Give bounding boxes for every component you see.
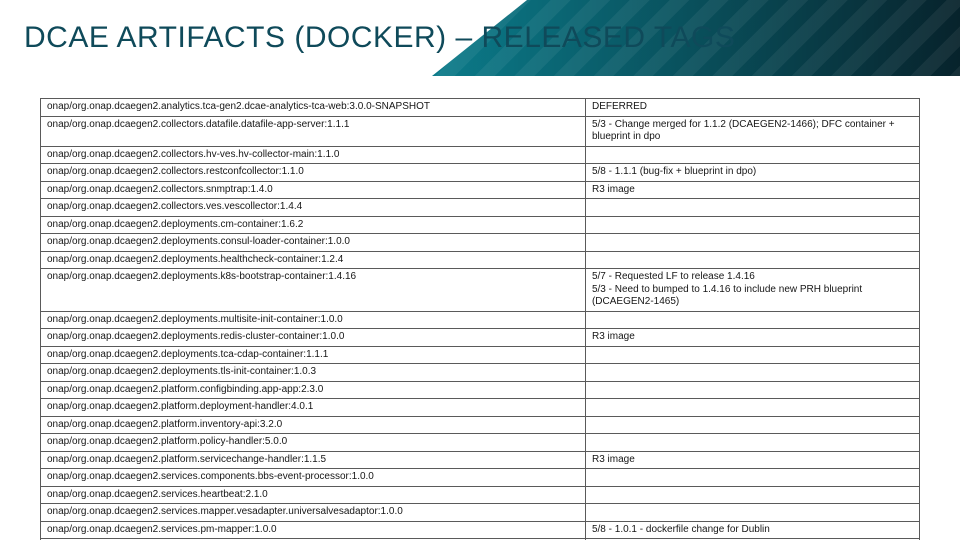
table-row: onap/org.onap.dcaegen2.collectors.ves.ve…	[41, 199, 920, 217]
artifact-cell: onap/org.onap.dcaegen2.services.heartbea…	[41, 486, 586, 504]
note-cell	[585, 364, 919, 382]
note-cell	[585, 416, 919, 434]
artifact-cell: onap/org.onap.dcaegen2.platform.servicec…	[41, 451, 586, 469]
artifact-cell: onap/org.onap.dcaegen2.deployments.tca-c…	[41, 346, 586, 364]
artifact-cell: onap/org.onap.dcaegen2.collectors.restco…	[41, 164, 586, 182]
note-cell	[585, 251, 919, 269]
note-cell: R3 image	[585, 181, 919, 199]
table-row: onap/org.onap.dcaegen2.deployments.k8s-b…	[41, 269, 920, 312]
table-row: onap/org.onap.dcaegen2.platform.policy-h…	[41, 434, 920, 452]
table-row: onap/org.onap.dcaegen2.deployments.multi…	[41, 311, 920, 329]
note-cell	[585, 399, 919, 417]
note-cell: 5/8 - 1.0.1 - dockerfile change for Dubl…	[585, 521, 919, 539]
artifact-cell: onap/org.onap.dcaegen2.services.mapper.v…	[41, 504, 586, 522]
artifact-cell: onap/org.onap.dcaegen2.deployments.multi…	[41, 311, 586, 329]
artifacts-table: onap/org.onap.dcaegen2.analytics.tca-gen…	[40, 98, 920, 540]
artifact-cell: onap/org.onap.dcaegen2.platform.policy-h…	[41, 434, 586, 452]
note-cell	[585, 434, 919, 452]
table-row: onap/org.onap.dcaegen2.collectors.snmptr…	[41, 181, 920, 199]
table-row: onap/org.onap.dcaegen2.services.heartbea…	[41, 486, 920, 504]
page-title: DCAE ARTIFACTS (DOCKER) – RELEASED TAGS	[24, 21, 735, 55]
table-row: onap/org.onap.dcaegen2.deployments.healt…	[41, 251, 920, 269]
table-row: onap/org.onap.dcaegen2.collectors.datafi…	[41, 116, 920, 146]
note-cell	[585, 234, 919, 252]
note-cell: 5/7 - Requested LF to release 1.4.16 5/3…	[585, 269, 919, 312]
artifact-cell: onap/org.onap.dcaegen2.collectors.ves.ve…	[41, 199, 586, 217]
note-cell: R3 image	[585, 329, 919, 347]
artifact-cell: onap/org.onap.dcaegen2.deployments.redis…	[41, 329, 586, 347]
note-cell: R3 image	[585, 451, 919, 469]
note-cell	[585, 486, 919, 504]
table-row: onap/org.onap.dcaegen2.services.mapper.v…	[41, 504, 920, 522]
note-cell	[585, 346, 919, 364]
artifact-cell: onap/org.onap.dcaegen2.collectors.snmptr…	[41, 181, 586, 199]
table-row: onap/org.onap.dcaegen2.collectors.restco…	[41, 164, 920, 182]
artifact-cell: onap/org.onap.dcaegen2.deployments.tls-i…	[41, 364, 586, 382]
table-row: onap/org.onap.dcaegen2.deployments.consu…	[41, 234, 920, 252]
note-cell	[585, 504, 919, 522]
note-cell: 5/3 - Change merged for 1.1.2 (DCAEGEN2-…	[585, 116, 919, 146]
table-row: onap/org.onap.dcaegen2.deployments.cm-co…	[41, 216, 920, 234]
note-cell: DEFERRED	[585, 99, 919, 117]
table-row: onap/org.onap.dcaegen2.deployments.redis…	[41, 329, 920, 347]
artifact-cell: onap/org.onap.dcaegen2.services.componen…	[41, 469, 586, 487]
table-row: onap/org.onap.dcaegen2.services.pm-mappe…	[41, 521, 920, 539]
artifact-cell: onap/org.onap.dcaegen2.deployments.k8s-b…	[41, 269, 586, 312]
note-cell	[585, 199, 919, 217]
artifact-cell: onap/org.onap.dcaegen2.deployments.consu…	[41, 234, 586, 252]
header-band: DCAE ARTIFACTS (DOCKER) – RELEASED TAGS	[0, 0, 960, 76]
table-row: onap/org.onap.dcaegen2.analytics.tca-gen…	[41, 99, 920, 117]
artifact-cell: onap/org.onap.dcaegen2.platform.inventor…	[41, 416, 586, 434]
artifact-cell: onap/org.onap.dcaegen2.collectors.datafi…	[41, 116, 586, 146]
table-row: onap/org.onap.dcaegen2.platform.configbi…	[41, 381, 920, 399]
table-row: onap/org.onap.dcaegen2.platform.deployme…	[41, 399, 920, 417]
artifact-cell: onap/org.onap.dcaegen2.collectors.hv-ves…	[41, 146, 586, 164]
table-row: onap/org.onap.dcaegen2.collectors.hv-ves…	[41, 146, 920, 164]
table-row: onap/org.onap.dcaegen2.deployments.tls-i…	[41, 364, 920, 382]
artifact-cell: onap/org.onap.dcaegen2.platform.configbi…	[41, 381, 586, 399]
note-cell	[585, 381, 919, 399]
note-cell	[585, 216, 919, 234]
note-cell: 5/8 - 1.1.1 (bug-fix + blueprint in dpo)	[585, 164, 919, 182]
artifact-cell: onap/org.onap.dcaegen2.deployments.cm-co…	[41, 216, 586, 234]
note-cell	[585, 469, 919, 487]
artifact-cell: onap/org.onap.dcaegen2.deployments.healt…	[41, 251, 586, 269]
artifact-cell: onap/org.onap.dcaegen2.platform.deployme…	[41, 399, 586, 417]
table-row: onap/org.onap.dcaegen2.platform.inventor…	[41, 416, 920, 434]
artifact-cell: onap/org.onap.dcaegen2.services.pm-mappe…	[41, 521, 586, 539]
note-cell	[585, 311, 919, 329]
content-area: onap/org.onap.dcaegen2.analytics.tca-gen…	[0, 76, 960, 540]
table-row: onap/org.onap.dcaegen2.services.componen…	[41, 469, 920, 487]
note-cell	[585, 146, 919, 164]
table-row: onap/org.onap.dcaegen2.platform.servicec…	[41, 451, 920, 469]
artifact-cell: onap/org.onap.dcaegen2.analytics.tca-gen…	[41, 99, 586, 117]
table-row: onap/org.onap.dcaegen2.deployments.tca-c…	[41, 346, 920, 364]
